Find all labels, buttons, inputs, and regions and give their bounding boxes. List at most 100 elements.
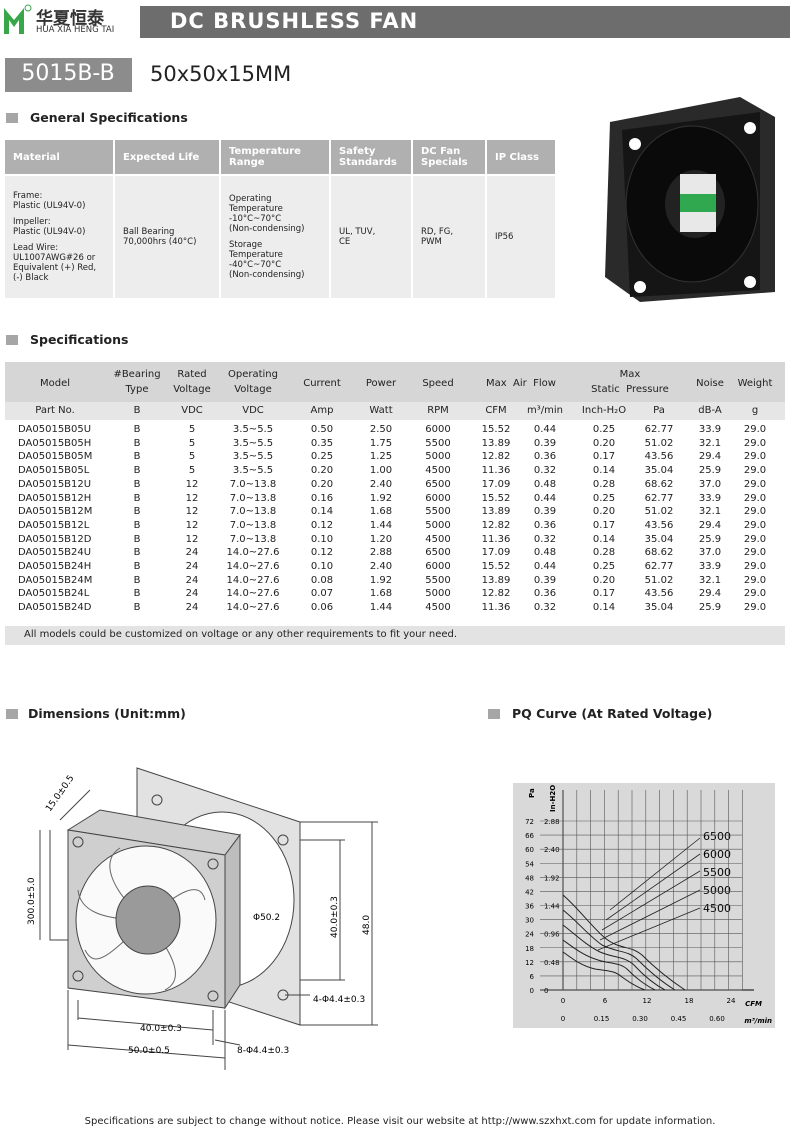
spec-cell: 24 [185, 561, 199, 572]
spec-cell: DA05015B24D [18, 602, 92, 614]
spec-cell: 6000 [425, 561, 451, 572]
spec-cell: 11.36 [481, 533, 511, 545]
header-row: Material Expected Life Temperature Range Sa… [5, 140, 555, 174]
spec-cell: 29.0 [743, 451, 767, 463]
spec-cell: DA05015B12D [18, 533, 92, 545]
spec-cell: 0.39 [533, 574, 557, 586]
spec-cell: 32.1 [698, 574, 722, 586]
spec-cell: 0.44 [533, 424, 557, 435]
spec-cell: 12 [185, 478, 199, 490]
dimension-lines [300, 821, 378, 1026]
spec-cell: 0.20 [592, 574, 616, 586]
spec-cell: 0.12 [310, 519, 334, 531]
pa-tick: 60 [525, 846, 534, 854]
spec-cell: 25.9 [698, 533, 722, 545]
spec-cell: 5 [188, 465, 196, 477]
spec-cell: 33.9 [698, 561, 722, 572]
cfm-tick: 6 [603, 997, 608, 1005]
spec-cell: 1.68 [369, 506, 393, 518]
spec-header: Model [39, 378, 71, 389]
pa-tick: 36 [525, 903, 534, 911]
spec-cell: 33.9 [698, 424, 722, 435]
spec-cell: 12.82 [481, 588, 511, 600]
hole [207, 990, 219, 1002]
speed-label: 5500 [703, 866, 731, 879]
hub [115, 885, 181, 955]
spec-cell: 5000 [425, 451, 451, 463]
section-marker [6, 113, 18, 123]
column-header: Material [5, 140, 113, 174]
section-heading: PQ Curve (At Rated Voltage) [512, 706, 713, 721]
spec-cell: 29.0 [743, 588, 767, 600]
spec-cell: 12 [185, 506, 199, 518]
spec-cell: 29.0 [743, 465, 767, 477]
m3-tick: 0.15 [594, 1015, 610, 1023]
spec-cell: 29.0 [743, 519, 767, 531]
spec-unit: B [133, 405, 141, 416]
cell-text: Impeller: Plastic (UL94V-0) [13, 217, 86, 237]
spec-cell: 11.36 [481, 602, 511, 614]
spec-cell: 5500 [425, 437, 451, 449]
m3-tick: 0.45 [671, 1015, 687, 1023]
spec-cell: 3.5~5.5 [232, 451, 274, 463]
spec-cell: 5 [188, 424, 196, 435]
m3-tick: 0.60 [709, 1015, 725, 1023]
spec-cell: 12 [185, 492, 199, 504]
hole [72, 970, 84, 982]
inh2o-tick: 1.92 [544, 874, 560, 882]
spec-cell: DA05015B05U [18, 424, 92, 435]
spec-header: Noise [696, 378, 724, 389]
spec-cell: 12.82 [481, 519, 511, 531]
fan-hole [744, 276, 756, 288]
spec-cell: 0.48 [533, 547, 557, 559]
spec-cell: 5000 [425, 519, 451, 531]
spec-cell: 15.52 [481, 492, 511, 504]
spec-cell: 29.0 [743, 561, 767, 572]
spec-cell: 43.56 [644, 451, 674, 463]
spec-cell: B [133, 547, 141, 559]
spec-cell: 29.0 [743, 602, 767, 614]
spec-cell: B [133, 437, 141, 449]
header-graphics [4, 4, 790, 92]
cell-text: Operating Temperature -10°C~70°C (Non-co… [229, 194, 305, 234]
spec-cell: 0.20 [592, 506, 616, 518]
cell-text: Storage Temperature -40°C~70°C (Non-cond… [229, 240, 305, 280]
section-marker [6, 709, 18, 719]
spec-cell: 0.10 [310, 533, 334, 545]
dim-label: Φ50.2 [253, 913, 280, 923]
spec-cell: 29.0 [743, 533, 767, 545]
spec-cell: 13.89 [481, 574, 511, 586]
spec-cell: 11.36 [481, 465, 511, 477]
dim-label: 48.0 [362, 915, 372, 935]
spec-cell: 12 [185, 533, 199, 545]
spec-cell: 33.9 [698, 492, 722, 504]
model-size: 50x50x15MM [150, 62, 292, 86]
column-header: Temperature Range [221, 140, 329, 174]
spec-cell: 0.48 [533, 478, 557, 490]
spec-cell: 24 [185, 588, 199, 600]
spec-cell: 13.89 [481, 437, 511, 449]
spec-unit: Pa [653, 405, 665, 416]
model-name: 5015B-B [21, 61, 115, 86]
pa-tick: 30 [525, 917, 534, 925]
spec-cell: 0.25 [592, 492, 616, 504]
cfm-tick: 12 [643, 997, 652, 1005]
column-header: IP Class [487, 140, 555, 174]
spec-header: Current [303, 378, 341, 389]
spec-cell: DA05015B24M [18, 574, 93, 586]
spec-cell: 7.0~13.8 [229, 492, 277, 504]
spec-cell: 1.75 [369, 437, 393, 449]
pa-tick: 54 [525, 860, 534, 868]
spec-cell: 15.52 [481, 561, 511, 572]
cell-text: Lead Wire: UL1007AWG#26 or Equivalent (+… [13, 243, 97, 283]
spec-cell: 43.56 [644, 519, 674, 531]
spec-cell: 12 [185, 519, 199, 531]
spec-cell: DA05015B05M [18, 451, 93, 463]
spec-cell: 0.17 [592, 588, 616, 600]
spec-cell: 12.82 [481, 451, 511, 463]
page-title: DC BRUSHLESS FAN [170, 9, 419, 33]
spec-cell: 1.68 [369, 588, 393, 600]
spec-cell: 0.17 [592, 451, 616, 463]
spec-cell: 0.32 [533, 602, 557, 614]
column-header: DC Fan Specials [413, 140, 485, 174]
